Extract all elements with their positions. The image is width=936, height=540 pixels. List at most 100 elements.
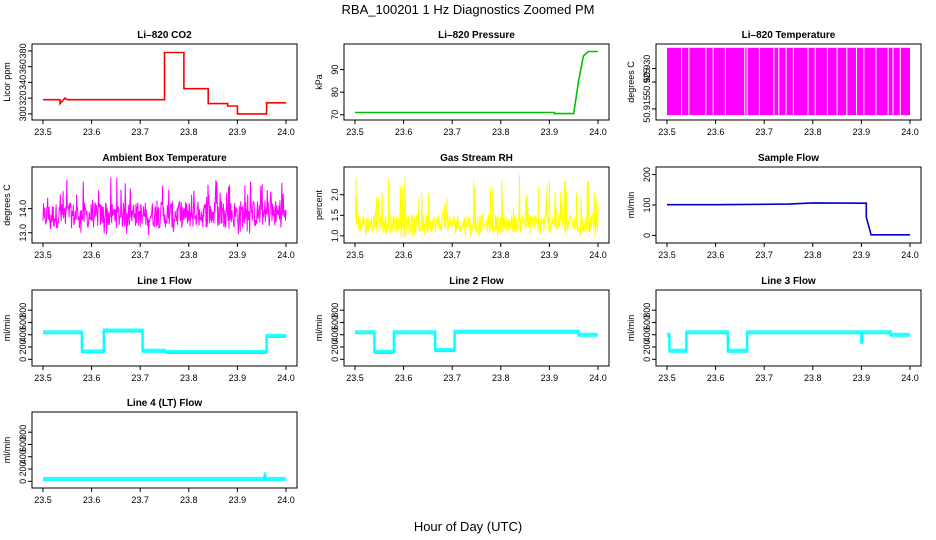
- x-tick-label: 23.6: [83, 373, 101, 383]
- y-tick-label: 200: [18, 462, 28, 477]
- x-tick-label: 23.8: [804, 373, 822, 383]
- y-tick-label: 400: [330, 327, 340, 342]
- panel-5: Gas Stream RH percent 23.5 23.6 23.7 23.8 23.9…: [314, 153, 610, 260]
- y-tick-label: 320: [18, 91, 28, 106]
- panel-title: Li–820 Temperature: [742, 30, 836, 41]
- x-tick-label: 23.9: [229, 373, 247, 383]
- y-tick-label: 2.0: [330, 188, 340, 201]
- x-tick-label: 24.0: [901, 373, 919, 383]
- plot-frame: [343, 166, 610, 244]
- x-tick-label: 23.6: [707, 127, 725, 137]
- panel-4: Ambient Box Temperature degrees C 23.5 23.6…: [2, 153, 298, 260]
- x-tick-label: 24.0: [901, 127, 919, 137]
- x-tick-label: 23.8: [492, 373, 510, 383]
- y-axis-label: ml/min: [2, 315, 12, 342]
- y-tick-label: 50.915: [642, 95, 652, 123]
- y-tick-label: 90: [330, 65, 340, 75]
- data-line: [43, 51, 286, 115]
- x-tick-label: 23.8: [492, 250, 510, 260]
- x-tick-label: 24.0: [901, 250, 919, 260]
- y-tick-label: 50.925: [642, 68, 652, 96]
- data-line-jitter: [355, 329, 598, 353]
- x-tick-label: 23.6: [83, 495, 101, 505]
- x-tick-label: 23.6: [395, 373, 413, 383]
- panel-title: Ambient Box Temperature: [102, 153, 227, 164]
- panel-9: Line 3 Flow ml/min 23.5 23.6 23.7 23.8 23.9 24.…: [626, 276, 922, 383]
- panel-title: Sample Flow: [758, 153, 819, 164]
- x-tick-label: 23.7: [443, 373, 461, 383]
- x-tick-label: 23.7: [131, 373, 149, 383]
- x-tick-label: 23.9: [541, 127, 559, 137]
- panel-title: Li–820 CO2: [137, 30, 192, 41]
- data-line: [355, 50, 598, 115]
- x-tick-label: 23.6: [707, 250, 725, 260]
- y-tick-label: 80: [330, 87, 340, 97]
- y-axis-label: kPa: [314, 74, 324, 90]
- x-tick-label: 23.5: [34, 495, 52, 505]
- x-tick-label: 23.7: [755, 250, 773, 260]
- x-tick-label: 23.7: [131, 250, 149, 260]
- panel-title: Gas Stream RH: [440, 153, 513, 164]
- x-tick-label: 23.8: [180, 373, 198, 383]
- x-tick-label: 23.8: [804, 250, 822, 260]
- panel-8: Line 2 Flow ml/min 23.5 23.6 23.7 23.8 23.9 24.…: [314, 276, 610, 383]
- x-tick-label: 23.6: [395, 127, 413, 137]
- y-tick-label: 200: [642, 340, 652, 355]
- y-tick-label: 800: [330, 303, 340, 318]
- x-tick-label: 24.0: [277, 495, 295, 505]
- y-axis-label: Licor ppm: [2, 62, 12, 102]
- x-tick-label: 23.6: [83, 127, 101, 137]
- x-tick-label: 23.5: [346, 250, 364, 260]
- data-line-jitter: [667, 330, 910, 352]
- panels-group: Li–820 CO2 Licor ppm 23.5 23.6 23.7 23.8 23.9 2…: [2, 30, 922, 505]
- x-tick-label: 24.0: [277, 250, 295, 260]
- x-tick-label: 23.5: [34, 250, 52, 260]
- x-tick-label: 24.0: [277, 127, 295, 137]
- x-tick-label: 23.5: [346, 373, 364, 383]
- x-tick-label: 24.0: [589, 373, 607, 383]
- plot-frame: [31, 411, 298, 489]
- panel-title: Line 1 Flow: [137, 276, 192, 287]
- y-tick-label: 13.0: [18, 224, 28, 242]
- y-tick-label: 600: [18, 315, 28, 330]
- y-tick-label: 200: [642, 167, 652, 182]
- y-tick-label: 0: [18, 479, 28, 484]
- x-tick-label: 23.6: [707, 373, 725, 383]
- y-tick-label: 400: [642, 327, 652, 342]
- panel-title: Line 2 Flow: [449, 276, 504, 287]
- panel-1: Li–820 CO2 Licor ppm 23.5 23.6 23.7 23.8 23.9 2…: [2, 30, 298, 137]
- panel-title: Line 3 Flow: [761, 276, 816, 287]
- x-tick-label: 23.8: [180, 250, 198, 260]
- y-tick-label: 50.930: [642, 55, 652, 83]
- data-line: [43, 330, 286, 355]
- figure-title: RBA_100201 1 Hz Diagnostics Zoomed PM: [342, 2, 595, 17]
- x-tick-label: 23.6: [83, 250, 101, 260]
- x-tick-label: 23.7: [755, 127, 773, 137]
- panel-7: Line 1 Flow ml/min 23.5 23.6 23.7 23.8 23.9 24.…: [2, 276, 298, 383]
- x-tick-label: 24.0: [589, 250, 607, 260]
- y-tick-label: 360: [18, 59, 28, 74]
- y-tick-label: 340: [18, 75, 28, 90]
- y-axis-label: ml/min: [626, 192, 636, 219]
- plot-frame: [343, 289, 610, 367]
- x-tick-label: 23.5: [34, 127, 52, 137]
- x-tick-label: 23.9: [853, 127, 871, 137]
- y-axis-label: ml/min: [2, 437, 12, 464]
- y-tick-label: 1.5: [330, 209, 340, 222]
- y-tick-label: 600: [18, 437, 28, 452]
- y-axis-label: percent: [314, 189, 324, 220]
- panel-title: Li–820 Pressure: [438, 30, 515, 41]
- plot-frame: [343, 43, 610, 121]
- plot-frame: [655, 289, 922, 367]
- x-tick-label: 23.9: [541, 250, 559, 260]
- y-tick-label: 0: [642, 357, 652, 362]
- plot-frame: [31, 289, 298, 367]
- data-line: [667, 332, 910, 353]
- y-axis-label: ml/min: [626, 315, 636, 342]
- y-tick-label: 70: [330, 110, 340, 120]
- x-tick-label: 23.9: [229, 127, 247, 137]
- x-tick-label: 23.5: [346, 127, 364, 137]
- x-tick-label: 23.9: [853, 250, 871, 260]
- y-tick-label: 380: [18, 43, 28, 58]
